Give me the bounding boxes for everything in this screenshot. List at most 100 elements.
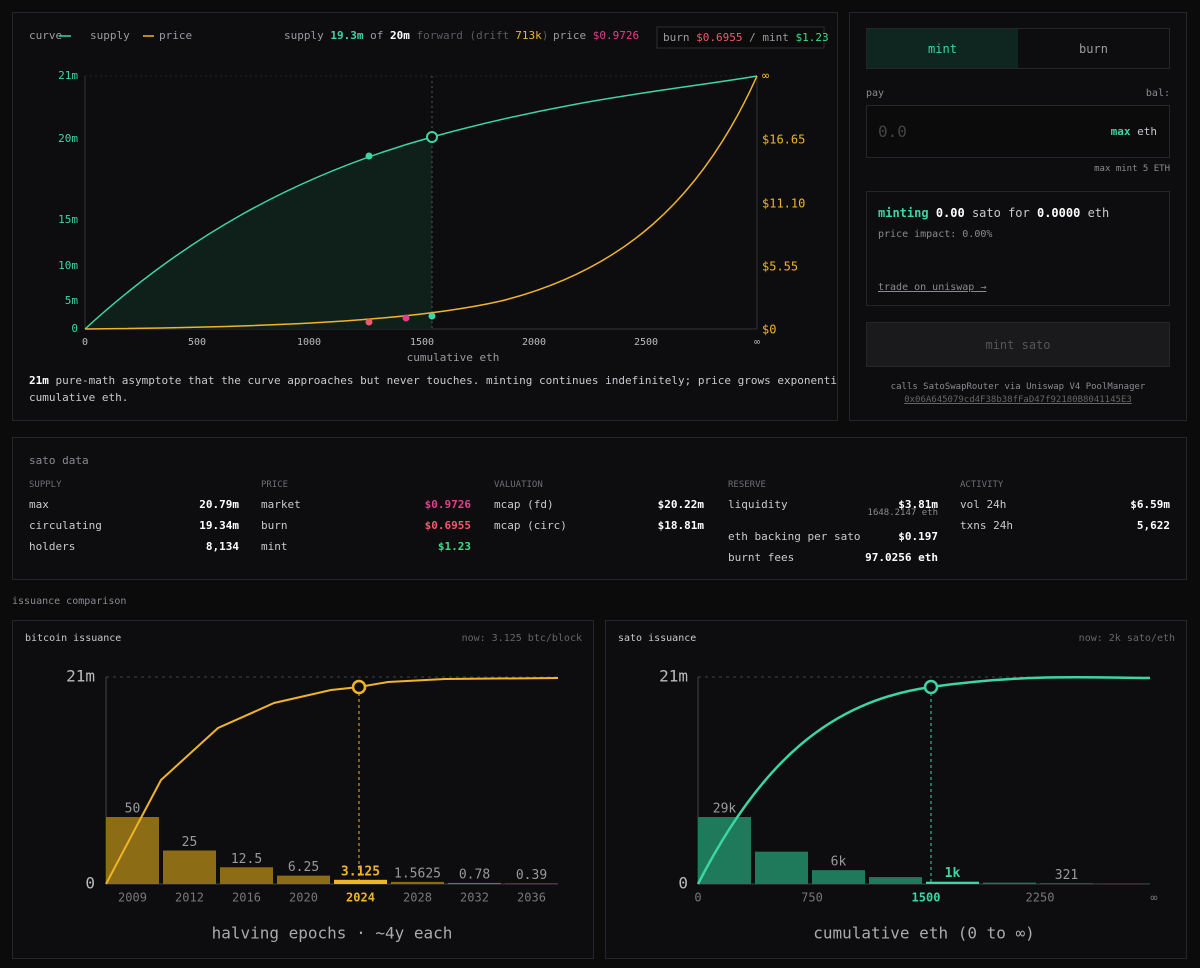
bar: [277, 875, 330, 884]
y-tick-label: 15m: [58, 213, 78, 226]
y-label: 0: [678, 874, 688, 893]
stat-label: mcap (circ): [494, 519, 567, 532]
x-axis-label: halving epochs · ~4y each: [212, 924, 453, 943]
status-value: $0.9726: [593, 29, 639, 42]
stat-label: mint: [261, 540, 288, 553]
bar-label: 6.25: [288, 860, 319, 875]
quote: burn $0.6955 / mint $1.23: [663, 31, 829, 44]
bal-label: bal:: [1145, 88, 1170, 99]
tab-burn[interactable]: burn: [1079, 41, 1108, 56]
address[interactable]: 0x06A645079cd4F38b38fFaD47f92180B8041145…: [904, 395, 1132, 405]
chart-note: now: 2k sato/eth: [1079, 633, 1175, 644]
y-tick-label: 21m: [58, 69, 78, 82]
stat-row: market $0.9726: [261, 494, 471, 515]
stat-value: $0.6955: [424, 519, 471, 532]
x-tick-label: ∞: [754, 337, 760, 348]
bar: [391, 881, 444, 884]
curve-chart: curve supply price supply 19.3m of 20m f…: [29, 26, 837, 404]
price-curve: [84, 75, 758, 330]
panel-title: sato data: [29, 454, 89, 467]
bitcoin-chart: bitcoin issuance now: 3.125 btc/block 21…: [25, 633, 582, 943]
stat-label: txns 24h: [960, 519, 1013, 532]
stat-heading: ACTIVITY: [960, 480, 1004, 490]
text: sato for: [971, 206, 1030, 220]
curve-panel: curve supply price supply 19.3m of 20m f…: [12, 12, 838, 421]
stat-value: $18.81m: [657, 519, 704, 532]
y-label: 21m: [659, 667, 688, 686]
status-text: of: [370, 29, 383, 42]
tab-mint[interactable]: mint: [867, 29, 1018, 68]
pay-input[interactable]: 0.0 max eth: [866, 105, 1170, 158]
stat-column: PRICE market $0.9726 burn $0.6955 mint $1.23: [261, 476, 471, 557]
y2-tick-label: $16.65: [762, 133, 805, 147]
stat-label: max: [29, 498, 49, 511]
minting: minting: [878, 206, 929, 220]
sato-chart: sato issuance now: 2k sato/eth 21m 0 29k…: [618, 633, 1175, 943]
bar: [869, 877, 922, 884]
mint-button[interactable]: mint sato: [866, 322, 1170, 367]
bar: [1040, 883, 1093, 884]
supply-dot: [365, 152, 373, 160]
stat-heading: RESERVE: [728, 480, 766, 490]
y-label: 0: [85, 874, 95, 893]
stat-row: burn $0.6955: [261, 515, 471, 536]
stat-row: txns 24h 5,622: [960, 515, 1170, 536]
y-label: 21m: [66, 667, 95, 686]
quote-value: $1.23: [795, 31, 828, 44]
supply-area: [85, 137, 432, 329]
x-tick-label: 2250: [1026, 891, 1055, 905]
stat-column: VALUATION mcap (fd) $20.22m mcap (circ) $18.…: [494, 476, 704, 536]
x-tick-label: 0: [82, 337, 88, 348]
chart-note: now: 3.125 btc/block: [462, 633, 582, 644]
x-tick-label: 2500: [634, 337, 658, 348]
max-button[interactable]: max: [1110, 125, 1131, 138]
bar: [812, 870, 865, 884]
y-tick-label: 10m: [58, 259, 78, 272]
stat-column: SUPPLY max 20.79m circulating 19.34m holders 8…: [29, 476, 239, 557]
stat-value: $20.22m: [657, 498, 704, 511]
bar-label: 321: [1055, 868, 1078, 883]
legend-price: price: [159, 29, 192, 42]
stat-value: 97.0256 eth: [865, 551, 938, 564]
unit: eth: [1137, 125, 1157, 138]
x-tick-label: 2016: [232, 891, 261, 905]
sato-data-panel: sato data SUPPLY max 20.79m circulating 19.3…: [12, 437, 1187, 580]
now-marker: [351, 679, 367, 695]
bar: [163, 850, 216, 884]
bar-label: 25: [182, 835, 198, 850]
bar-label: 1k: [945, 866, 961, 881]
bar: [755, 851, 808, 884]
status-text: forward (drift: [417, 29, 510, 42]
max-mint: max mint 5 ETH: [1094, 164, 1170, 174]
stat-row: eth backing per sato $0.197: [728, 526, 938, 547]
note: 21m pure-math asymptote that the curve a…: [29, 374, 837, 387]
note-text: cumulative eth.: [29, 391, 128, 404]
sato-panel: sato issuance now: 2k sato/eth 21m 0 29k…: [605, 620, 1187, 959]
x-tick-label: ∞: [1150, 891, 1157, 905]
stat-value: 5,622: [1136, 519, 1170, 532]
stat-label: burn: [261, 519, 288, 532]
stat-label: eth backing per sato: [728, 530, 861, 543]
x-axis-label: cumulative eth: [407, 351, 500, 364]
y-tick-label: 20m: [58, 132, 78, 145]
y-tick-label: 0: [71, 322, 78, 335]
x-tick-label: 1500: [912, 891, 941, 905]
status-value: 20m: [390, 29, 410, 42]
status-value: 19.3m: [330, 29, 363, 42]
chart-title: bitcoin issuance: [25, 633, 121, 644]
eth-amount: 0.0000: [1036, 206, 1081, 220]
bar: [448, 882, 501, 884]
trade-link[interactable]: trade on uniswap →: [878, 282, 987, 293]
stat-row: burnt fees 97.0256 eth: [728, 547, 938, 568]
bar-label: 3.125: [341, 864, 380, 879]
stat-label: market: [261, 498, 301, 511]
x-tick-label: 2009: [118, 891, 147, 905]
swap-panel: mint burn pay bal: 0.0 max eth max mint …: [849, 12, 1187, 421]
tabs: mint burn: [866, 28, 1170, 69]
bar: [106, 817, 159, 884]
bar: [220, 867, 273, 884]
x-axis-label: cumulative eth (0 to ∞): [813, 924, 1035, 943]
price-dot: [402, 314, 410, 322]
x-tick-label: 2032: [460, 891, 489, 905]
